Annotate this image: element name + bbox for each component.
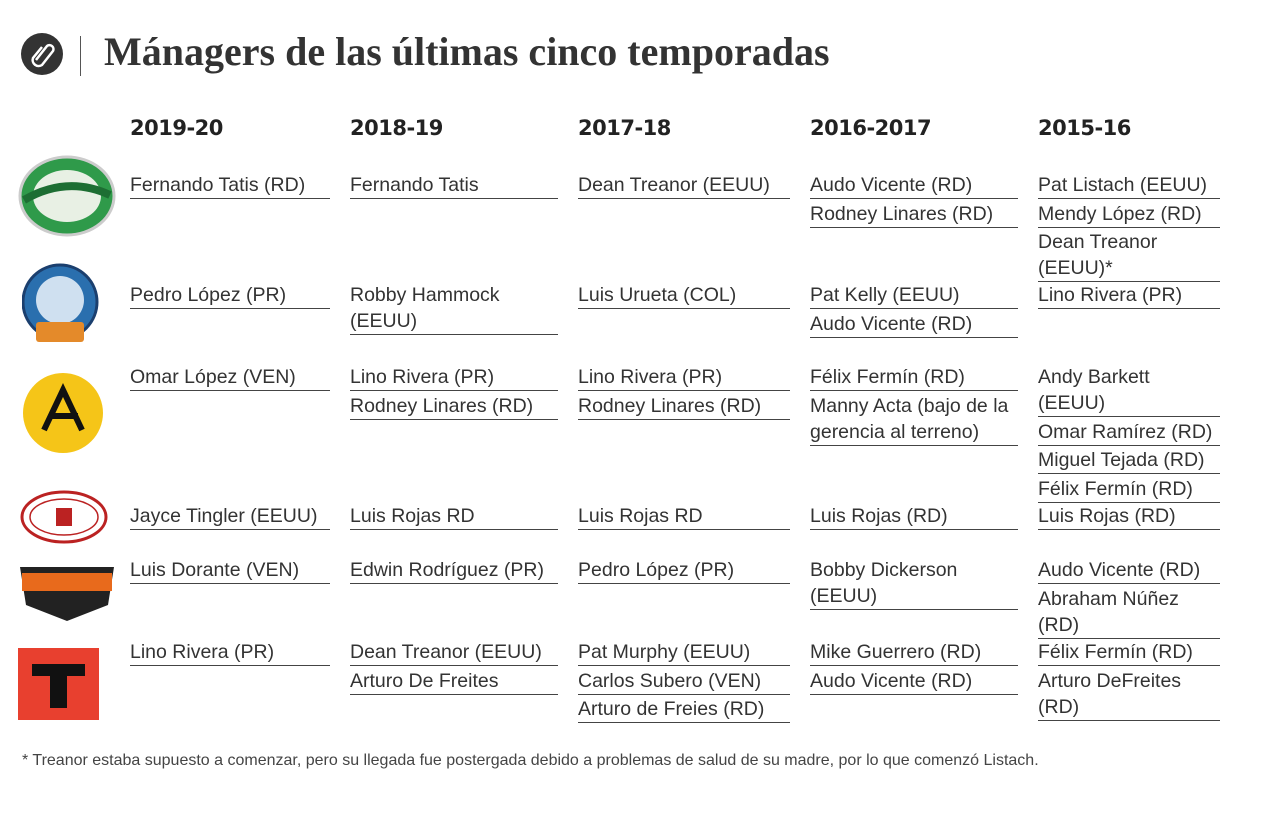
manager-name: Luis Rojas RD [350,503,558,530]
table-cell: Luis Rojas RD [578,503,810,557]
manager-name: Pedro López (PR) [130,282,330,309]
manager-name: Luis Rojas RD [578,503,790,530]
table-cell: Pat Murphy (EEUU) Carlos Subero (VEN) Artu… [578,639,810,739]
brand-icon [21,33,63,75]
table-cell: Lino Rivera (PR) [1038,282,1240,364]
manager-name: Lino Rivera (PR) [578,364,790,391]
manager-name: Pat Kelly (EEUU) [810,282,1018,309]
manager-name: Jayce Tingler (EEUU) [130,503,330,530]
team-logo [20,490,108,544]
manager-name: Luis Rojas (RD) [810,503,1018,530]
manager-name: Rodney Linares (RD) [350,393,558,420]
manager-name: Edwin Rodríguez (PR) [350,557,558,584]
table-cell: Félix Fermín (RD) Manny Acta (bajo de la … [810,364,1038,503]
table-cell: Luis Rojas (RD) [810,503,1038,557]
manager-name: Pat Listach (EEUU) [1038,172,1220,199]
manager-name: Arturo de Freies (RD) [578,696,790,723]
footnote: * Treanor estaba supuesto a comenzar, pe… [22,752,1039,769]
manager-name: Luis Rojas (RD) [1038,503,1220,530]
manager-name: Lino Rivera (PR) [350,364,558,391]
manager-name: Audo Vicente (RD) [810,172,1018,199]
table-cell: Fernando Tatis [350,172,578,282]
manager-name: Félix Fermín (RD) [1038,476,1220,503]
manager-name: Audo Vicente (RD) [810,311,1018,338]
table-cell: Audo Vicente (RD) Rodney Linares (RD) [810,172,1038,282]
manager-name: Audo Vicente (RD) [810,668,1018,695]
manager-name: Luis Dorante (VEN) [130,557,330,584]
table: 2019-20 2018-19 2017-18 2016-2017 2015-16 Fer… [130,112,1240,739]
team-logo [20,567,114,621]
manager-name: Andy Barkett (EEUU) [1038,364,1220,417]
column-header: 2015-16 [1038,116,1131,140]
manager-name: Félix Fermín (RD) [810,364,1018,391]
table-cell: Luis Rojas (RD) [1038,503,1240,557]
table-cell: Dean Treanor (EEUU) Arturo De Freites [350,639,578,739]
table-cell: Jayce Tingler (EEUU) [130,503,350,557]
table-cell: Pat Kelly (EEUU) Audo Vicente (RD) [810,282,1038,364]
manager-name: Fernando Tatis [350,172,558,199]
column-header: 2018-19 [350,116,443,140]
manager-name: Pat Murphy (EEUU) [578,639,790,666]
column-header: 2016-2017 [810,116,932,140]
manager-name: Dean Treanor (EEUU) [578,172,790,199]
team-logo [23,373,103,453]
manager-name: Manny Acta (bajo de la gerencia al terre… [810,393,1018,446]
table-cell: Bobby Dickerson (EEUU) [810,557,1038,639]
manager-name: Omar Ramírez (RD) [1038,419,1220,446]
title: Mánagers de las últimas cinco temporadas [104,29,830,74]
table-cell: Audo Vicente (RD) Abraham Núñez (RD) [1038,557,1240,639]
manager-name: Abraham Núñez (RD) [1038,586,1220,639]
manager-name: Félix Fermín (RD) [1038,639,1220,666]
table-cell: Edwin Rodríguez (PR) [350,557,578,639]
table-cell: Pedro López (PR) [130,282,350,364]
team-logo [22,263,99,342]
table-cell: Robby Hammock (EEUU) [350,282,578,364]
manager-name: Carlos Subero (VEN) [578,668,790,695]
manager-name: Luis Urueta (COL) [578,282,790,309]
manager-name: Omar López (VEN) [130,364,330,391]
table-cell: Omar López (VEN) [130,364,350,503]
manager-name: Robby Hammock (EEUU) [350,282,558,335]
manager-name: Pedro López (PR) [578,557,790,584]
table-cell: Lino Rivera (PR) [130,639,350,739]
manager-name: Arturo DeFreites (RD) [1038,668,1220,721]
manager-name: Lino Rivera (PR) [130,639,330,666]
table-cell: Andy Barkett (EEUU) Omar Ramírez (RD) Migu… [1038,364,1240,503]
table-cell: Dean Treanor (EEUU) [578,172,810,282]
manager-name: Miguel Tejada (RD) [1038,447,1220,474]
column-header: 2017-18 [578,116,671,140]
table-cell: Fernando Tatis (RD) [130,172,350,282]
separator [80,36,81,76]
table-cell: Luis Urueta (COL) [578,282,810,364]
manager-name: Audo Vicente (RD) [1038,557,1220,584]
manager-name: Mendy López (RD) [1038,201,1220,228]
column-header: 2019-20 [130,116,223,140]
table-cell: Luis Rojas RD [350,503,578,557]
manager-name: Mike Guerrero (RD) [810,639,1018,666]
table-cell: Félix Fermín (RD) Arturo DeFreites (RD) [1038,639,1240,739]
manager-name: Rodney Linares (RD) [578,393,790,420]
table-cell: Mike Guerrero (RD) Audo Vicente (RD) [810,639,1038,739]
table-cell: Pat Listach (EEUU) Mendy López (RD) Dean T… [1038,172,1240,282]
table-cell: Luis Dorante (VEN) [130,557,350,639]
manager-name: Rodney Linares (RD) [810,201,1018,228]
manager-name: Bobby Dickerson (EEUU) [810,557,1018,610]
manager-name: Arturo De Freites [350,668,558,695]
manager-name: Dean Treanor (EEUU)* [1038,229,1220,282]
table-cell: Lino Rivera (PR) Rodney Linares (RD) [350,364,578,503]
team-logo [18,155,116,237]
team-logo [18,648,99,720]
table-cell: Pedro López (PR) [578,557,810,639]
manager-name: Lino Rivera (PR) [1038,282,1220,309]
manager-name: Dean Treanor (EEUU) [350,639,558,666]
manager-name: Fernando Tatis (RD) [130,172,330,199]
table-cell: Lino Rivera (PR) Rodney Linares (RD) [578,364,810,503]
